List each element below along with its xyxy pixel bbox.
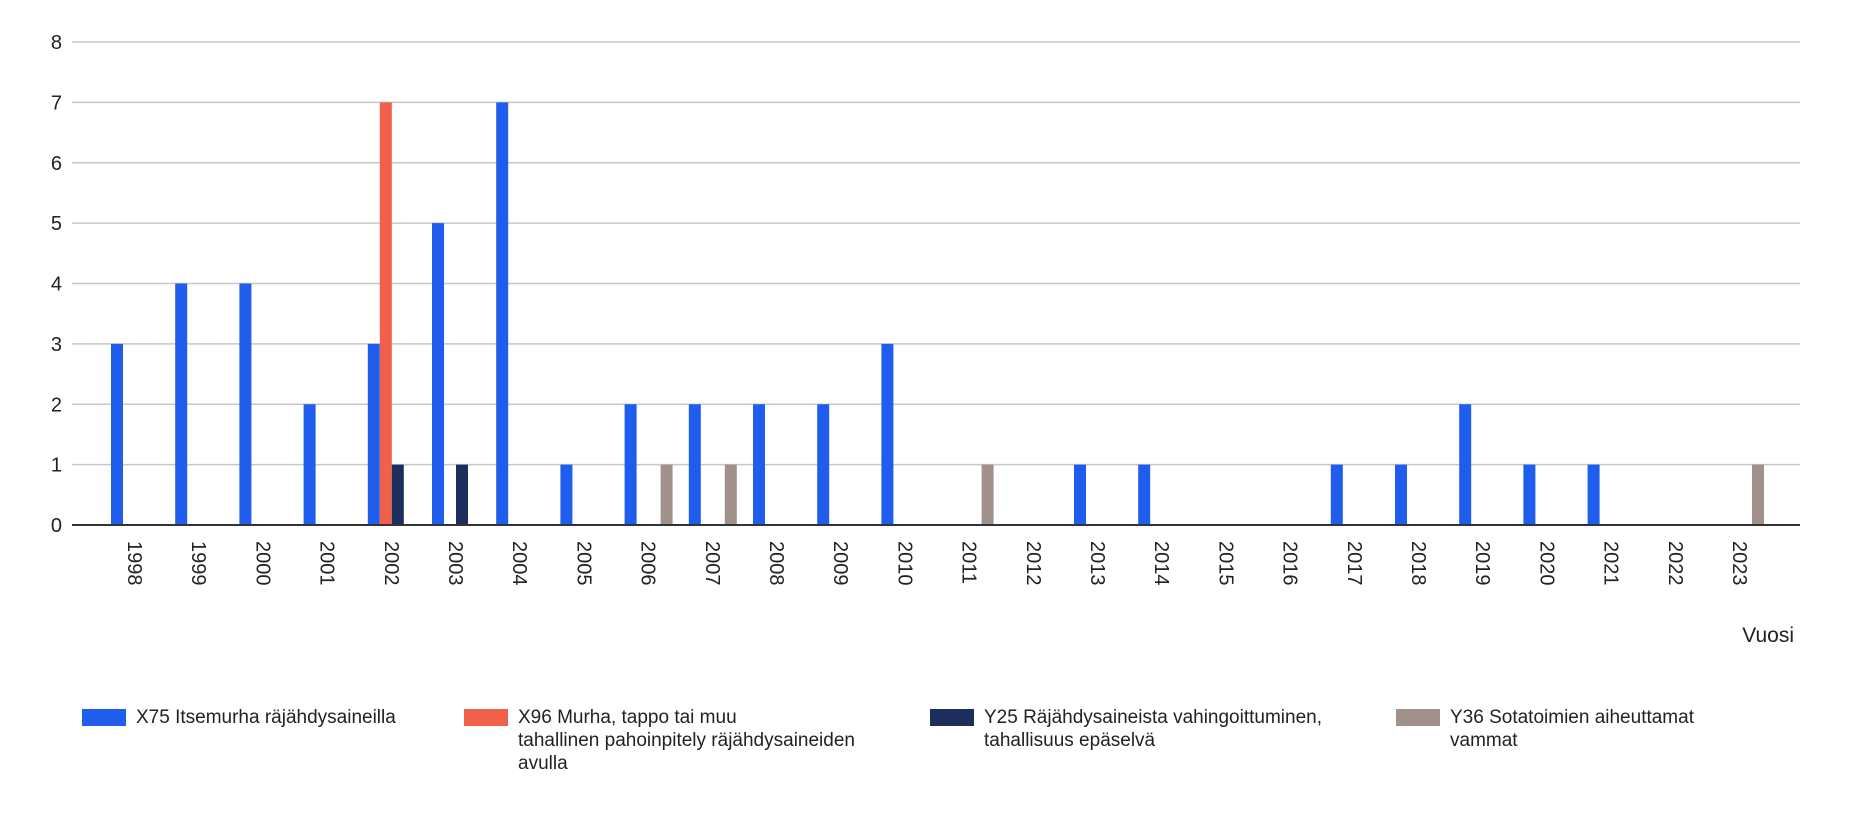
- x-tick-label: 2022: [1664, 541, 1686, 586]
- x-tick-label: 2004: [508, 541, 530, 586]
- x-tick-label: 2009: [829, 541, 851, 586]
- x-axis-title: Vuosi: [1742, 624, 1794, 647]
- x-tick-label: 1999: [187, 541, 209, 586]
- bar: [660, 464, 673, 525]
- legend-label-line: avulla: [518, 753, 568, 774]
- bar: [391, 464, 404, 525]
- x-tick-label: 2016: [1279, 541, 1301, 586]
- x-tick-label: 2021: [1600, 541, 1622, 586]
- x-tick-label: 2000: [251, 541, 273, 586]
- bar: [1587, 464, 1600, 525]
- bar: [881, 343, 894, 525]
- bar: [1138, 464, 1151, 525]
- legend-label-line: vammat: [1450, 730, 1518, 751]
- legend-label-line: Y25 Räjähdysaineista vahingoittuminen,: [984, 707, 1322, 728]
- x-tick-label: 2019: [1471, 541, 1493, 586]
- bar: [379, 102, 392, 525]
- legend-swatch: [1396, 709, 1440, 726]
- y-tick-label: 3: [51, 334, 62, 356]
- legend-swatch: [82, 709, 126, 726]
- x-tick-label: 2018: [1407, 541, 1429, 586]
- x-axis-ticks: 1998 1999 2000 2001 2002 2003 2004 2005 2006 2007…: [123, 541, 1750, 586]
- legend-item-y36: Y36 Sotatoimien aiheuttamat vammat: [1396, 706, 1694, 752]
- legend-label-line: tahallinen pahoinpitely räjähdysaineiden: [518, 730, 855, 751]
- legend: X75 Itsemurha räjähdysaineilla X96 Murha…: [0, 706, 1854, 796]
- bar: [688, 404, 701, 525]
- y-axis-ticks: 0 1 2 3 4 5 6 7 8: [51, 32, 62, 537]
- x-tick-label: 2002: [380, 541, 402, 586]
- x-tick-label: 2003: [444, 541, 466, 586]
- bar: [239, 283, 252, 525]
- bar: [303, 404, 316, 525]
- y-tick-label: 6: [51, 153, 62, 175]
- bar: [1330, 464, 1343, 525]
- bar: [624, 404, 637, 525]
- bar: [1752, 464, 1764, 525]
- x-tick-label: 2014: [1150, 541, 1172, 586]
- bar: [753, 404, 765, 525]
- legend-label-line: X75 Itsemurha räjähdysaineilla: [136, 707, 396, 728]
- y-tick-label: 7: [51, 92, 62, 114]
- bar: [367, 343, 380, 525]
- y-tick-label: 1: [51, 455, 62, 477]
- x-tick-label: 2020: [1535, 541, 1557, 586]
- x-tick-label: 2005: [572, 541, 594, 586]
- x-tick-label: 2011: [958, 541, 980, 584]
- x-tick-label: 2001: [316, 541, 338, 586]
- bar: [817, 404, 830, 525]
- bar: [111, 343, 123, 525]
- legend-label: Y25 Räjähdysaineista vahingoittuminen, t…: [984, 706, 1322, 752]
- legend-item-y25: Y25 Räjähdysaineista vahingoittuminen, t…: [930, 706, 1322, 752]
- bar: [981, 464, 994, 525]
- y-tick-label: 0: [51, 515, 62, 537]
- bar-chart: 0 1 2 3 4 5 6 7 8 1998 1999 2000 2001 2002 2003 2004 20…: [51, 32, 1800, 647]
- y-tick-label: 5: [51, 213, 62, 235]
- legend-label: X96 Murha, tappo tai muu tahallinen paho…: [518, 706, 855, 775]
- x-tick-label: 2008: [765, 541, 787, 586]
- legend-swatch: [930, 709, 974, 726]
- bars: [111, 102, 1764, 525]
- legend-label-line: tahallisuus epäselvä: [984, 730, 1156, 751]
- y-tick-label: 2: [51, 394, 62, 416]
- x-tick-label: 2007: [701, 541, 723, 586]
- x-tick-label: 2015: [1214, 541, 1236, 586]
- y-tick-label: 4: [51, 274, 62, 296]
- y-tick-label: 8: [51, 32, 62, 54]
- bar: [496, 102, 509, 525]
- bar: [1074, 464, 1086, 525]
- x-tick-label: 2023: [1728, 541, 1750, 586]
- legend-swatch: [464, 709, 508, 726]
- bar: [432, 223, 444, 525]
- x-tick-label: 2013: [1086, 541, 1108, 586]
- x-tick-label: 2017: [1343, 541, 1365, 586]
- x-tick-label: 1998: [123, 541, 145, 586]
- bar: [456, 464, 468, 525]
- bar: [560, 464, 573, 525]
- gridlines: [72, 41, 1800, 466]
- legend-label-line: Y36 Sotatoimien aiheuttamat: [1450, 707, 1694, 728]
- legend-item-x75: X75 Itsemurha räjähdysaineilla: [82, 706, 396, 729]
- bar: [1523, 464, 1536, 525]
- legend-label-line: X96 Murha, tappo tai muu: [518, 707, 737, 728]
- bar: [1395, 464, 1407, 525]
- bar: [1459, 404, 1472, 525]
- x-tick-label: 2010: [893, 541, 915, 586]
- bar: [724, 464, 737, 525]
- legend-item-x96: X96 Murha, tappo tai muu tahallinen paho…: [464, 706, 855, 775]
- x-tick-label: 2006: [637, 541, 659, 586]
- bar: [175, 283, 188, 525]
- x-tick-label: 2012: [1022, 541, 1044, 586]
- legend-label: Y36 Sotatoimien aiheuttamat vammat: [1450, 706, 1694, 752]
- legend-label: X75 Itsemurha räjähdysaineilla: [136, 706, 396, 729]
